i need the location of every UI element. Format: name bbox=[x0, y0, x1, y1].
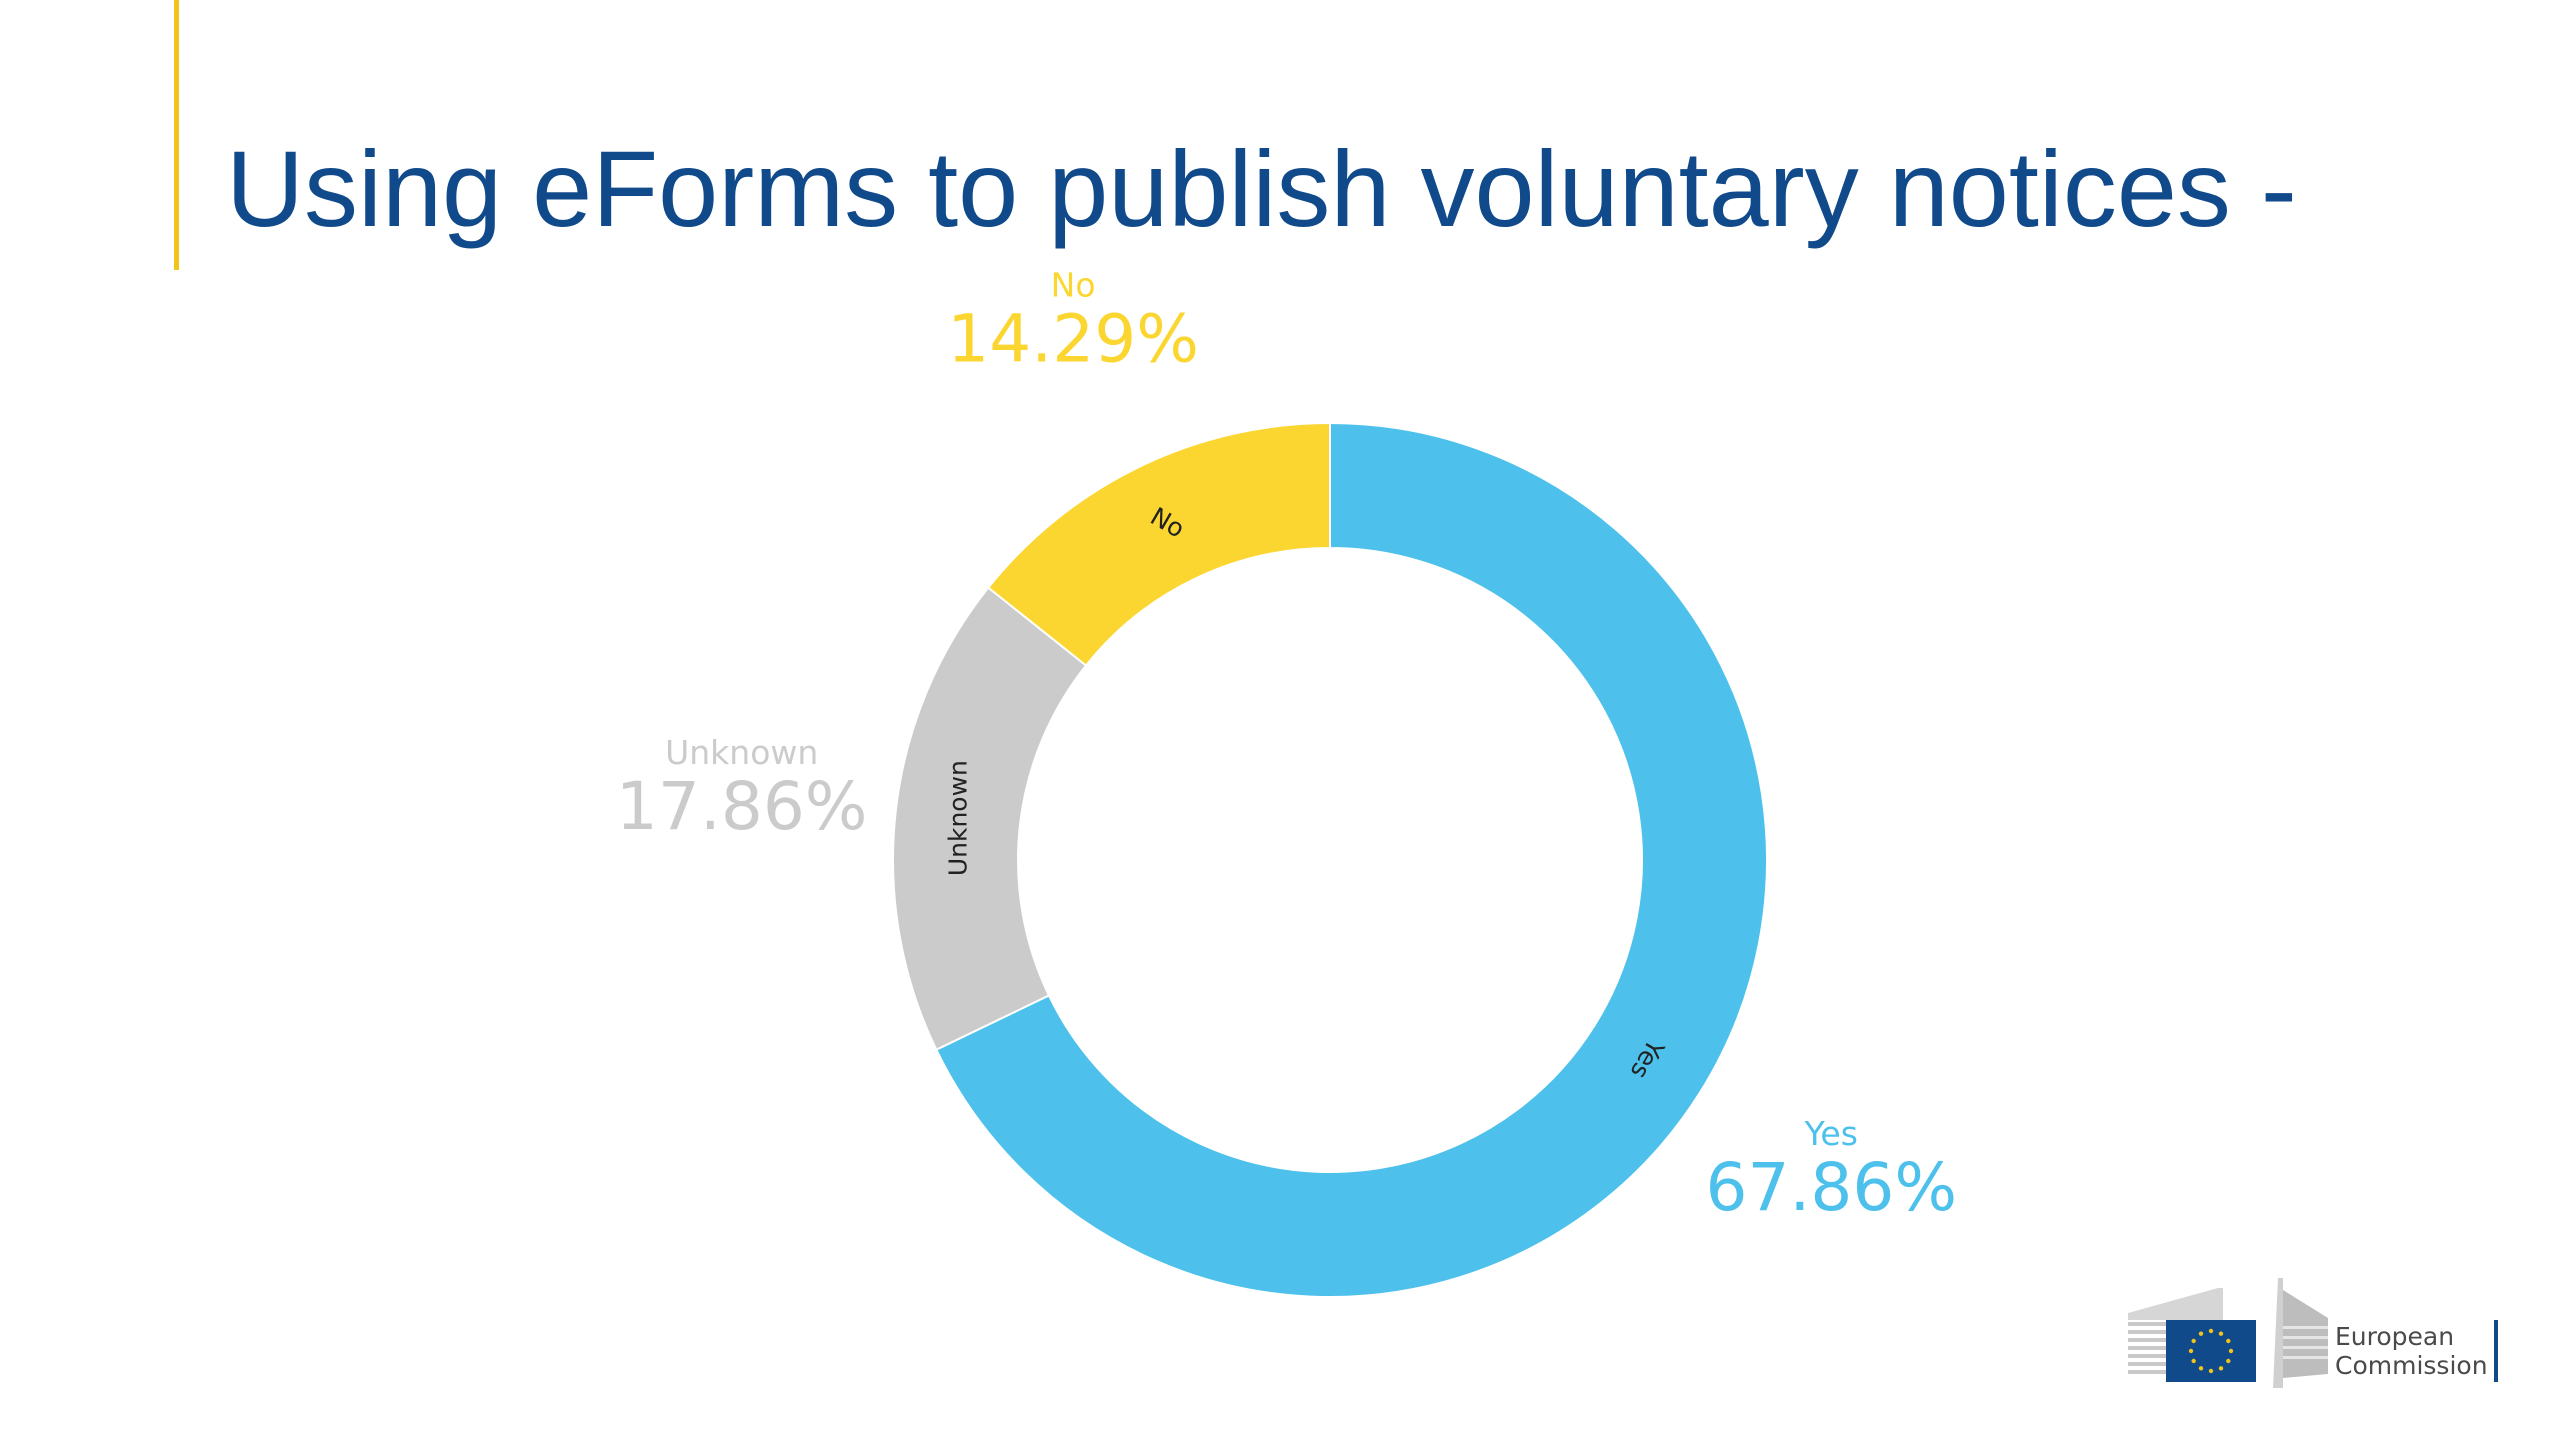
ec-line2: Commission bbox=[2335, 1351, 2488, 1380]
ec-line1: European bbox=[2335, 1322, 2455, 1351]
slice-value-label-yes: 67.86% bbox=[1705, 1149, 1957, 1226]
donut-slice-yes bbox=[934, 421, 1768, 1298]
eu-star bbox=[2218, 1366, 2224, 1371]
eu-star bbox=[2226, 1338, 2231, 1344]
donut-slice-unknown bbox=[892, 586, 1088, 1052]
donut-slice-no bbox=[986, 421, 1331, 667]
ec-wordmark: European Commission bbox=[2335, 1322, 2488, 1380]
slice-value-label-no: 14.29% bbox=[947, 301, 1199, 378]
eu-star bbox=[2226, 1358, 2231, 1364]
eu-star bbox=[2191, 1358, 2196, 1364]
slice-inner-label-unknown: Unknown bbox=[943, 760, 972, 876]
slice-name-label-yes: Yes bbox=[1804, 1114, 1858, 1153]
slice-name-label-no: No bbox=[1051, 266, 1096, 305]
eu-star bbox=[2188, 1348, 2194, 1354]
eu-stars-icon bbox=[2188, 1328, 2234, 1374]
eu-star bbox=[2218, 1331, 2224, 1336]
eu-star bbox=[2208, 1328, 2214, 1334]
eu-star bbox=[2198, 1331, 2204, 1336]
slide-title: Using eForms to publish voluntary notice… bbox=[226, 128, 2297, 249]
european-commission-logo bbox=[2128, 1278, 2328, 1388]
eu-star bbox=[2198, 1366, 2204, 1371]
slice-value-label-unknown: 17.86% bbox=[616, 768, 868, 845]
eu-star bbox=[2208, 1368, 2214, 1374]
eu-star bbox=[2228, 1348, 2234, 1354]
accent-bar bbox=[174, 0, 179, 270]
eu-star bbox=[2191, 1338, 2196, 1344]
logo-rule bbox=[2494, 1320, 2498, 1382]
slice-name-label-unknown: Unknown bbox=[665, 733, 818, 772]
